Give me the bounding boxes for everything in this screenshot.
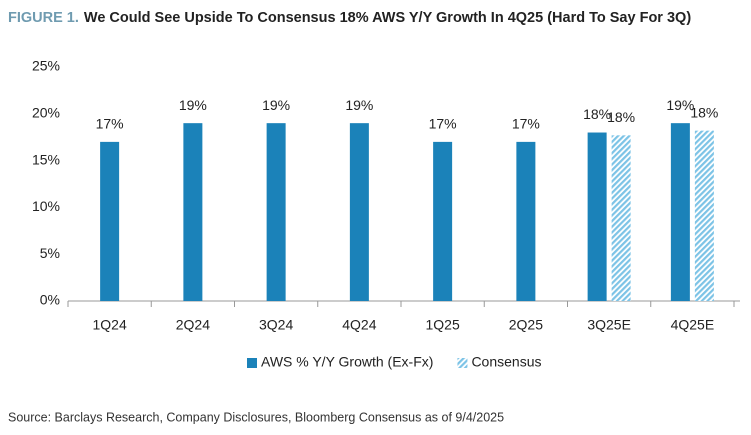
- bar: [433, 141, 453, 301]
- y-tick-label: 15%: [32, 151, 60, 167]
- value-label: 17%: [512, 116, 540, 132]
- value-label: 18%: [583, 106, 611, 122]
- legend-swatch: [247, 358, 257, 368]
- source-note: Source: Barclays Research, Company Discl…: [8, 410, 504, 424]
- x-tick-label: 4Q25E: [671, 317, 715, 333]
- bar: [100, 141, 120, 301]
- bar: [266, 123, 286, 301]
- bar: [694, 130, 714, 301]
- value-label: 17%: [96, 116, 124, 132]
- x-tick-label: 2Q24: [176, 317, 210, 333]
- bar: [587, 132, 607, 301]
- bar: [670, 123, 690, 301]
- value-label: 17%: [429, 116, 457, 132]
- x-tick-label: 3Q25E: [587, 317, 631, 333]
- x-tick-label: 2Q25: [509, 317, 543, 333]
- bar: [183, 123, 203, 301]
- y-tick-label: 20%: [32, 105, 60, 121]
- value-label: 19%: [262, 97, 290, 113]
- value-label: 18%: [690, 104, 718, 120]
- x-tick-label: 3Q24: [259, 317, 293, 333]
- value-label: 19%: [666, 97, 694, 113]
- legend-label: AWS % Y/Y Growth (Ex-Fx): [261, 354, 433, 370]
- y-tick-label: 5%: [40, 245, 60, 261]
- bar: [611, 135, 631, 301]
- figure-label: FIGURE 1.: [8, 10, 79, 26]
- x-tick-label: 4Q24: [342, 317, 376, 333]
- title-text: We Could See Upside To Consensus 18% AWS…: [84, 10, 691, 26]
- value-label: 19%: [345, 97, 373, 113]
- y-tick-label: 10%: [32, 198, 60, 214]
- y-tick-label: 25%: [32, 58, 60, 74]
- legend-label: Consensus: [471, 354, 541, 370]
- value-label: 19%: [179, 97, 207, 113]
- value-label: 18%: [607, 109, 635, 125]
- x-tick-label: 1Q24: [93, 317, 127, 333]
- bar: [349, 123, 369, 301]
- y-tick-label: 0%: [40, 292, 60, 308]
- chart-title: FIGURE 1. We Could See Upside To Consensu…: [8, 10, 691, 26]
- bar: [516, 141, 536, 301]
- legend-swatch: [457, 358, 468, 368]
- x-tick-label: 1Q25: [426, 317, 460, 333]
